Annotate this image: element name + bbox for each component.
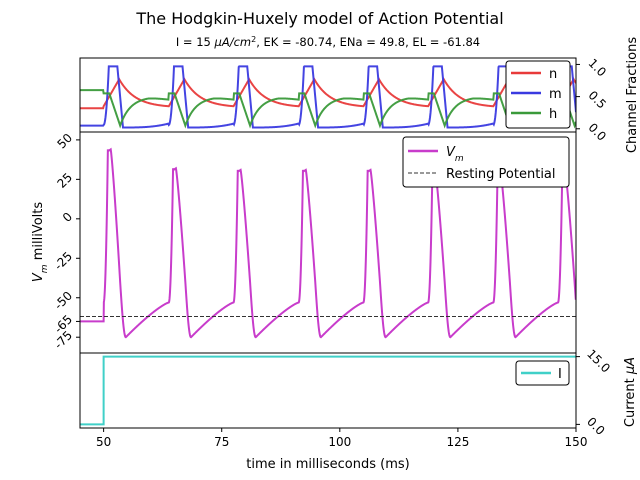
voltage-ytick-label: -25 bbox=[51, 249, 75, 273]
x-tick-label: 100 bbox=[328, 435, 351, 449]
current-ytick-label: 0.0 bbox=[584, 414, 607, 437]
x-tick-label: 125 bbox=[446, 435, 469, 449]
x-tick-label: 50 bbox=[96, 435, 111, 449]
legend-label-vm: Vm bbox=[446, 145, 464, 164]
legend-label-h: h bbox=[549, 107, 557, 122]
current-panel: 0.0 15.0 50 75 100 125 150 Current μA time in… bbox=[79, 347, 638, 472]
gates-panel: 0.0 0.5 1.0 Channel Fractions nmh bbox=[79, 37, 640, 153]
voltage-ylabel: Vm milliVolts bbox=[31, 202, 50, 282]
gates-ylabel: Channel Fractions bbox=[625, 37, 640, 153]
legend-label-m: m bbox=[549, 87, 562, 102]
current-ytick-label: 15.0 bbox=[584, 347, 613, 376]
gates-ytick-label: 0.5 bbox=[586, 88, 609, 111]
current-legend: I bbox=[515, 360, 570, 386]
gates-legend: nmh bbox=[505, 60, 571, 129]
gate-line-m bbox=[80, 65, 576, 129]
x-tick-label: 75 bbox=[214, 435, 229, 449]
legend-label-n: n bbox=[549, 67, 557, 82]
current-line bbox=[80, 355, 576, 426]
current-frame bbox=[79, 352, 577, 429]
voltage-legend-box bbox=[402, 136, 570, 188]
gates-legend-box bbox=[505, 60, 571, 129]
voltage-ytick-label: 25 bbox=[54, 170, 75, 191]
figure-subtitle: I = 15 μA/cm2, EK = -80.74, ENa = 49.8, … bbox=[176, 35, 480, 50]
current-ylabel: Current μA bbox=[623, 357, 638, 427]
membrane-voltage-line bbox=[80, 147, 576, 339]
gates-ytick-label: 0.0 bbox=[586, 120, 609, 143]
voltage-ytick-label: -50 bbox=[51, 289, 75, 313]
x-tick-label: 150 bbox=[565, 435, 588, 449]
voltage-ytick-label: 50 bbox=[54, 131, 75, 152]
legend-label-i: I bbox=[558, 367, 562, 382]
gate-line-h bbox=[80, 89, 576, 129]
voltage-ytick-label: -75 bbox=[51, 328, 75, 352]
voltage-legend: Vm Resting Potential bbox=[402, 136, 570, 188]
gate-line-n bbox=[80, 77, 576, 110]
voltage-ytick-label: 0 bbox=[60, 210, 75, 225]
x-axis-label: time in milliseconds (ms) bbox=[246, 457, 409, 472]
gates-ytick-label: 1.0 bbox=[586, 56, 609, 79]
figure-title: The Hodgkin-Huxely model of Action Poten… bbox=[135, 9, 503, 28]
legend-label-resting: Resting Potential bbox=[446, 167, 556, 182]
